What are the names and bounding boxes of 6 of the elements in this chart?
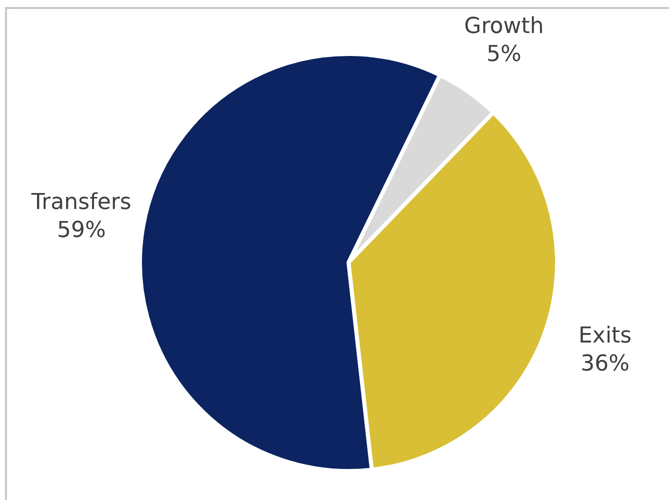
slice-label: Growth: [464, 14, 544, 40]
data-label: 5%: [486, 42, 522, 68]
data-label: 36%: [580, 352, 630, 377]
slice-label: Transfers: [30, 190, 132, 216]
slice-label: Exits: [578, 324, 632, 349]
data-label: 59%: [56, 218, 106, 244]
